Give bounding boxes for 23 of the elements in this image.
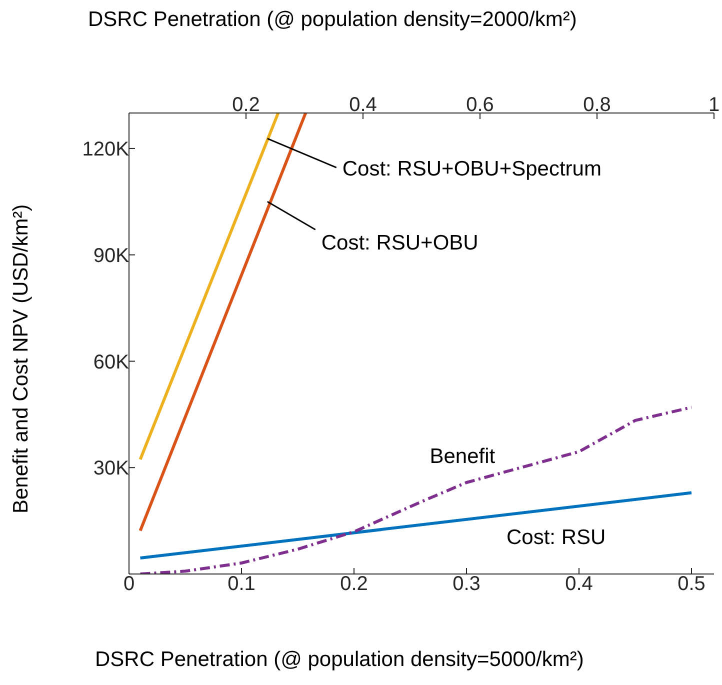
x-tick-label: 0.2 — [340, 573, 368, 596]
x-tick-label: 0.3 — [452, 573, 480, 596]
x2-axis-title: DSRC Penetration (@ population density=2000/km²) — [88, 8, 577, 32]
annotation: Cost: RSU+OBU — [321, 232, 478, 255]
x2-tick-label: 0.4 — [349, 94, 377, 116]
x-axis-title: DSRC Penetration (@ population density=5000/km²) — [95, 648, 584, 672]
annotation: Cost: RSU — [506, 526, 606, 549]
x2-tick-label: 1 — [708, 94, 720, 116]
x2-tick-label: 0.8 — [583, 94, 611, 116]
line-series — [138, 406, 693, 574]
x-tick-label: 0.4 — [565, 573, 593, 596]
y-tick-label: 60K — [93, 351, 130, 374]
y-tick-label: 120K — [82, 138, 130, 161]
x2-tick-label: 0.2 — [232, 94, 260, 116]
annotation: Benefit — [430, 444, 496, 468]
x-tick-label: 0 — [123, 573, 135, 596]
y-tick-label: 30K — [93, 458, 130, 480]
x2-tick-label: 0.6 — [466, 94, 494, 116]
x-tick-label: 0.1 — [228, 573, 256, 596]
y-axis-title: Benefit and Cost NPV (USD/km²) — [9, 204, 32, 514]
annotation: Cost: RSU+OBU+Spectrum — [342, 158, 602, 181]
y-tick-label: 90K — [93, 244, 130, 267]
x-tick-label: 0.5 — [678, 573, 706, 596]
